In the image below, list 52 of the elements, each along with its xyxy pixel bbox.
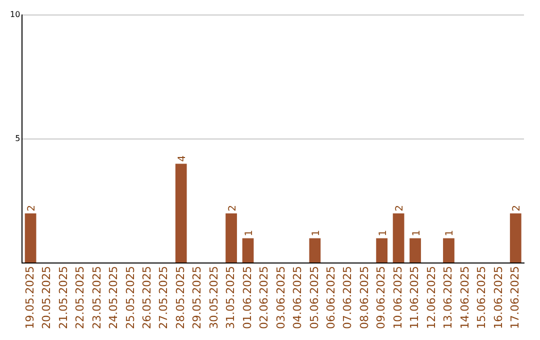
x-tick-label: 25.05.2025 bbox=[124, 266, 137, 330]
x-tick-label: 24.05.2025 bbox=[107, 266, 120, 330]
data-label: 2 bbox=[227, 205, 238, 212]
x-tick-label: 13.06.2025 bbox=[442, 266, 455, 330]
bar bbox=[392, 213, 404, 263]
x-tick-label: 28.05.2025 bbox=[174, 266, 187, 330]
data-label: 1 bbox=[411, 230, 422, 236]
data-label: 1 bbox=[378, 230, 389, 236]
x-tick-label: 23.05.2025 bbox=[90, 266, 104, 330]
x-tick-label: 06.06.2025 bbox=[324, 266, 338, 330]
x-tick-label: 14.06.2025 bbox=[458, 266, 472, 330]
y-tick-label: 10 bbox=[10, 10, 20, 19]
x-tick-label: 29.05.2025 bbox=[190, 266, 204, 330]
x-tick-label: 01.06.2025 bbox=[240, 266, 254, 330]
x-tick-label: 10.06.2025 bbox=[391, 266, 404, 330]
x-tick-label: 08.06.2025 bbox=[358, 266, 371, 330]
bar bbox=[510, 213, 522, 263]
bar bbox=[309, 238, 321, 263]
x-tick-label: 30.05.2025 bbox=[207, 266, 220, 330]
bar bbox=[242, 238, 254, 263]
data-label: 4 bbox=[177, 155, 188, 162]
data-label: 2 bbox=[512, 205, 523, 212]
bar bbox=[226, 213, 237, 263]
x-tick-label: 20.05.2025 bbox=[40, 266, 54, 330]
bar bbox=[410, 238, 421, 263]
x-tick-label: 11.06.2025 bbox=[408, 266, 422, 330]
x-tick-label: 12.06.2025 bbox=[424, 266, 438, 330]
x-tick-label: 15.06.2025 bbox=[475, 266, 488, 330]
x-tick-label: 21.05.2025 bbox=[56, 266, 70, 330]
x-tick-label: 26.05.2025 bbox=[140, 266, 154, 330]
data-label: 2 bbox=[26, 205, 38, 212]
bar bbox=[175, 164, 187, 263]
x-tick-label: 07.06.2025 bbox=[341, 266, 354, 330]
x-tick-label: 04.06.2025 bbox=[291, 266, 304, 330]
x-tick-label: 03.06.2025 bbox=[274, 266, 288, 330]
x-tick-label: 02.06.2025 bbox=[258, 266, 271, 330]
x-tick-label: 31.05.2025 bbox=[224, 266, 238, 330]
x-tick-label: 05.06.2025 bbox=[308, 266, 321, 330]
x-tick-label: 09.06.2025 bbox=[374, 266, 388, 330]
data-label: 1 bbox=[310, 230, 322, 236]
x-tick-label: 22.05.2025 bbox=[74, 266, 87, 330]
x-tick-label: 17.06.2025 bbox=[508, 266, 522, 330]
x-tick-label: 16.06.2025 bbox=[492, 266, 505, 330]
data-label: 1 bbox=[444, 230, 456, 236]
x-tick-label: 27.05.2025 bbox=[157, 266, 170, 330]
y-tick-label: 5 bbox=[15, 134, 20, 143]
bar bbox=[24, 213, 36, 263]
data-label: 1 bbox=[244, 230, 255, 236]
bar bbox=[443, 238, 454, 263]
data-label: 2 bbox=[394, 205, 406, 212]
bar bbox=[376, 238, 388, 263]
x-tick-label: 19.05.2025 bbox=[23, 266, 36, 330]
